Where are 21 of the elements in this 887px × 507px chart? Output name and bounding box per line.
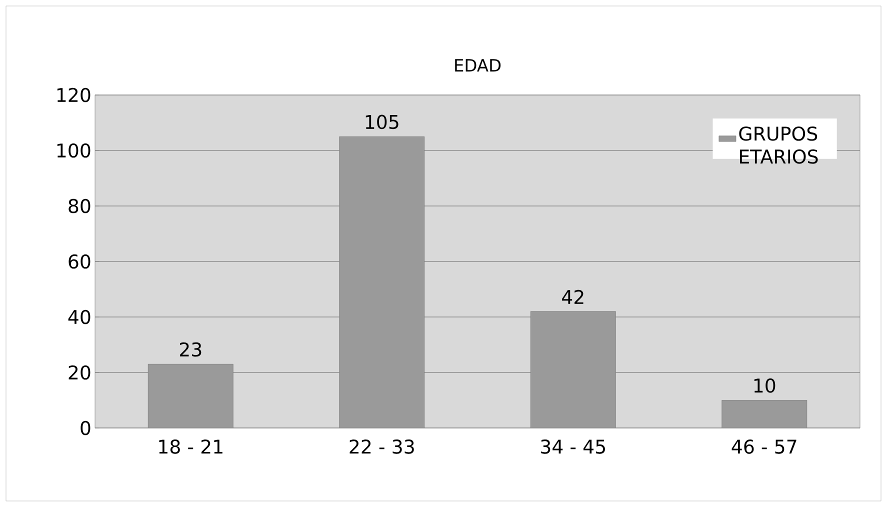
- data-label: 42: [562, 290, 584, 304]
- y-tick-label: 120: [57, 88, 90, 102]
- x-tick-label: 22 - 33: [350, 440, 414, 454]
- legend-label: GRUPOS ETARIOS: [739, 126, 818, 164]
- y-tick-label: 0: [80, 420, 90, 436]
- x-tick-label: 18 - 21: [159, 440, 222, 454]
- y-tick-label: 100: [57, 143, 90, 158]
- y-tick-label: 20: [68, 365, 90, 380]
- y-tick-label: 40: [68, 310, 90, 324]
- data-label: 23: [180, 342, 202, 357]
- y-tick-label: 60: [68, 254, 90, 269]
- chart-title: EDAD: [455, 59, 501, 72]
- y-tick-label: 80: [68, 198, 90, 214]
- bar: [722, 400, 808, 428]
- x-tick-label: 46 - 57: [732, 440, 796, 454]
- data-label: 105: [366, 114, 398, 130]
- data-label: 10: [754, 378, 776, 393]
- bar: [339, 136, 425, 428]
- x-tick-label: 34 - 45: [541, 440, 605, 454]
- bar: [148, 364, 234, 428]
- bar: [530, 311, 616, 428]
